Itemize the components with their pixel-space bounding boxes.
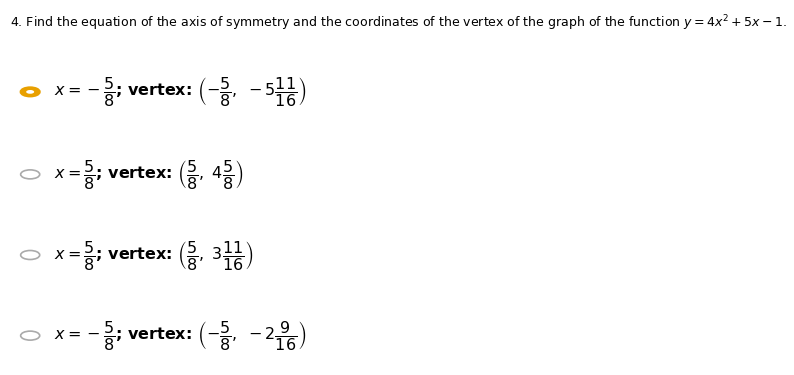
Circle shape <box>21 170 40 179</box>
Text: $x = \dfrac{5}{8}$; vertex: $\left(\dfrac{5}{8},\ 3\dfrac{11}{16}\right)$: $x = \dfrac{5}{8}$; vertex: $\left(\dfra… <box>54 238 253 272</box>
Text: $x = -\dfrac{5}{8}$; vertex: $\left(-\dfrac{5}{8},\ -2\dfrac{9}{16}\right)$: $x = -\dfrac{5}{8}$; vertex: $\left(-\df… <box>54 319 306 352</box>
Circle shape <box>21 87 40 96</box>
Text: 4. Find the equation of the axis of symmetry and the coordinates of the vertex o: 4. Find the equation of the axis of symm… <box>10 13 787 33</box>
Text: $x = \dfrac{5}{8}$; vertex: $\left(\dfrac{5}{8},\ 4\dfrac{5}{8}\right)$: $x = \dfrac{5}{8}$; vertex: $\left(\dfra… <box>54 158 244 191</box>
Circle shape <box>26 90 34 94</box>
Circle shape <box>21 251 40 260</box>
Text: $x = -\dfrac{5}{8}$; vertex: $\left(-\dfrac{5}{8},\ -5\dfrac{11}{16}\right)$: $x = -\dfrac{5}{8}$; vertex: $\left(-\df… <box>54 75 306 108</box>
Circle shape <box>21 331 40 340</box>
